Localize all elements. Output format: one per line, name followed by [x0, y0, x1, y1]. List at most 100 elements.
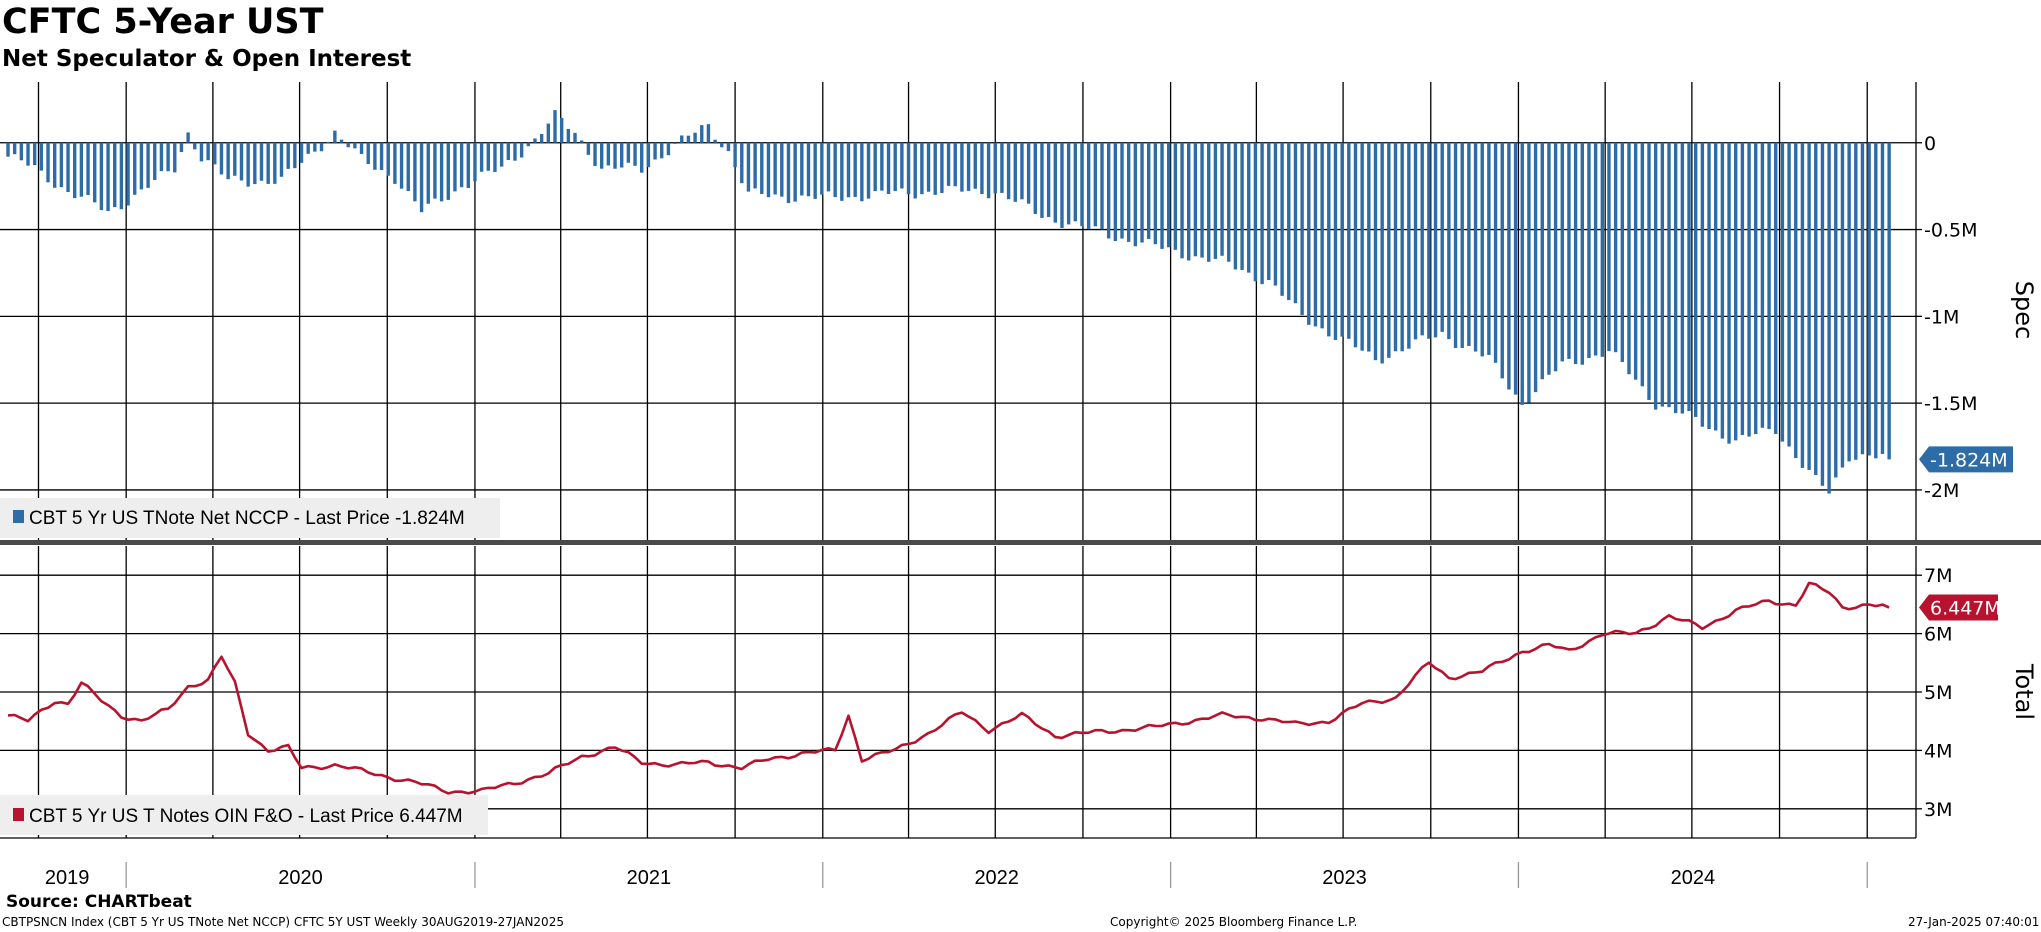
spec-bar	[599, 142, 604, 169]
spec-bar	[1280, 142, 1284, 296]
spec-bar	[1307, 142, 1311, 325]
spec-bar	[1407, 142, 1411, 349]
total-legend-text: CBT 5 Yr US T Notes OIN F&O - Last Price…	[29, 806, 463, 827]
spec-bar	[846, 142, 851, 198]
spec-bar	[159, 142, 164, 172]
spec-bar	[1453, 142, 1458, 348]
spec-bar	[1800, 142, 1805, 468]
x-year-label: 2019	[45, 867, 90, 889]
total-y-tick-label: 3M	[1924, 799, 1952, 821]
spec-bar	[1140, 142, 1144, 243]
spec-bar	[873, 142, 877, 192]
spec-bar	[1627, 142, 1631, 375]
spec-bar	[1460, 142, 1464, 348]
spec-bar	[1867, 142, 1871, 456]
source-label: Source: CHARTbeat	[6, 892, 192, 912]
spec-bar	[1814, 142, 1818, 476]
spec-bar	[1553, 142, 1558, 372]
spec-bar	[1273, 142, 1278, 286]
spec-bar	[413, 142, 417, 202]
spec-bar	[1747, 142, 1751, 437]
spec-bar	[206, 142, 210, 161]
spec-bar	[1467, 142, 1471, 346]
spec-bar	[1347, 142, 1351, 339]
spec-bar	[1253, 142, 1258, 282]
spec-bar	[1493, 142, 1498, 363]
spec-bar	[539, 134, 544, 143]
spec-bar	[1187, 142, 1191, 261]
spec-bar	[506, 142, 511, 160]
spec-bar	[1287, 142, 1291, 301]
spec-legend-swatch	[13, 510, 24, 523]
spec-bar	[1433, 142, 1438, 338]
spec-bar	[1000, 142, 1004, 193]
spec-bar	[1727, 142, 1731, 444]
spec-bar	[113, 142, 117, 208]
gridlines	[0, 82, 1916, 838]
spec-bar	[906, 142, 911, 195]
spec-bar	[366, 142, 370, 165]
spec-bar	[1353, 142, 1358, 348]
spec-bar	[1020, 142, 1024, 200]
spec-bar	[546, 123, 551, 143]
spec-bar	[1327, 142, 1331, 337]
spec-bar	[1520, 142, 1524, 405]
ticker-description: CBTPSNCN Index (CBT 5 Yr US TNote Net NC…	[2, 915, 564, 929]
spec-bar	[1060, 142, 1064, 228]
spec-bar	[920, 142, 924, 195]
spec-bar	[1513, 142, 1518, 395]
spec-bar	[1693, 142, 1698, 417]
spec-bar	[1527, 142, 1531, 403]
spec-bar	[106, 142, 110, 212]
spec-bar	[553, 110, 557, 143]
spec-bar	[219, 142, 224, 175]
spec-bar	[146, 142, 150, 188]
spec-bar	[1213, 142, 1218, 259]
spec-bar	[1767, 142, 1771, 430]
spec-bar	[313, 142, 317, 152]
spec-bar	[1760, 142, 1765, 428]
spec-bar	[566, 128, 571, 143]
spec-bar	[1734, 142, 1738, 441]
spec-bar	[726, 142, 731, 152]
spec-bar	[446, 142, 450, 200]
spec-bar	[1227, 142, 1231, 262]
spec-bar	[1373, 142, 1378, 361]
spec-bar	[793, 142, 797, 202]
spec-bar	[1440, 142, 1444, 332]
spec-bar	[993, 142, 997, 194]
spec-y-tick-label: -1.5M	[1924, 393, 1977, 415]
spec-bar	[1086, 142, 1091, 230]
spec-bar	[1046, 142, 1051, 217]
spec-bar	[1647, 142, 1651, 400]
spec-bar	[693, 132, 697, 143]
spec-bar	[680, 135, 684, 143]
spec-bar	[713, 139, 717, 143]
spec-bar	[1180, 142, 1184, 259]
spec-bar	[1787, 142, 1791, 447]
spec-bar	[1093, 142, 1098, 227]
spec-bar	[606, 142, 611, 166]
spec-bar	[1340, 142, 1344, 337]
spec-bar	[1500, 142, 1504, 379]
spec-bar	[1613, 142, 1618, 353]
x-year-label: 2024	[1671, 867, 1716, 889]
total-legend-box	[0, 795, 488, 835]
spec-bar	[279, 142, 284, 177]
spec-bar	[333, 130, 337, 143]
spec-bar	[1533, 142, 1538, 393]
spec-bar	[1220, 142, 1224, 256]
spec-bar	[813, 142, 817, 199]
spec-bar	[1700, 142, 1705, 427]
spec-bar	[766, 142, 771, 198]
spec-bar	[359, 142, 364, 154]
spec-bar	[439, 142, 444, 202]
spec-bar	[1633, 142, 1638, 380]
spec-bar	[259, 142, 264, 181]
spec-bar	[86, 142, 90, 195]
spec-bar	[1840, 142, 1845, 468]
spec-bar	[73, 142, 77, 199]
spec-bar	[1320, 142, 1324, 329]
spec-bar	[1153, 142, 1158, 245]
x-year-label: 2022	[974, 867, 1019, 889]
